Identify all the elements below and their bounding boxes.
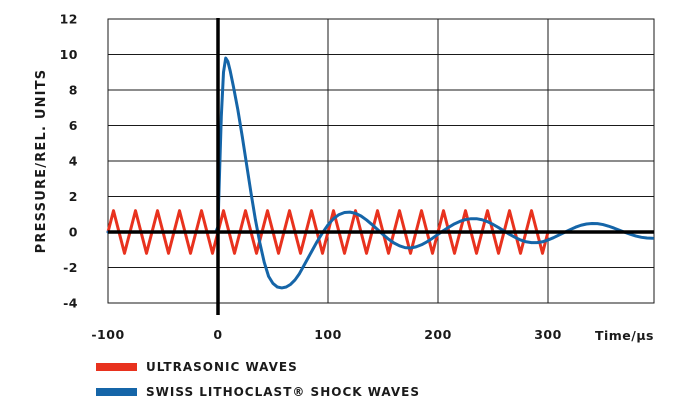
legend-label-1: SWISS LITHOCLAST® SHOCK WAVES (146, 385, 420, 399)
y-tick-label: 4 (69, 154, 78, 169)
tick-labels: -4 -2 0 2 4 6 8 10 12 -100 0 100 200 300 (60, 12, 562, 343)
y-tick-label: -4 (63, 296, 78, 311)
x-axis-label: Time/µs (595, 328, 654, 343)
x-tick-label: 0 (213, 327, 222, 342)
grid (107, 18, 655, 304)
legend: ULTRASONIC WAVES SWISS LITHOCLAST® SHOCK … (96, 360, 420, 399)
legend-swatch-0 (96, 363, 137, 371)
y-axis-label: PRESSURE/REL. UNITS (34, 69, 49, 254)
x-tick-label: 100 (314, 327, 342, 342)
y-tick-label: 6 (69, 118, 78, 133)
axes (108, 18, 654, 315)
plot-frame (107, 18, 655, 304)
x-tick-label: -100 (91, 327, 124, 342)
y-tick-label: 8 (69, 83, 78, 98)
legend-label-0: ULTRASONIC WAVES (146, 360, 298, 374)
series-line-1 (106, 56, 654, 290)
y-tick-label: 10 (60, 47, 78, 62)
y-tick-label: -2 (63, 260, 78, 275)
y-tick-label: 0 (69, 225, 78, 240)
y-tick-label: 12 (60, 12, 78, 27)
legend-swatch-1 (96, 388, 137, 396)
y-tick-label: 2 (69, 189, 78, 204)
series-layer (106, 56, 654, 290)
x-tick-label: 300 (534, 327, 562, 342)
x-tick-label: 200 (424, 327, 452, 342)
